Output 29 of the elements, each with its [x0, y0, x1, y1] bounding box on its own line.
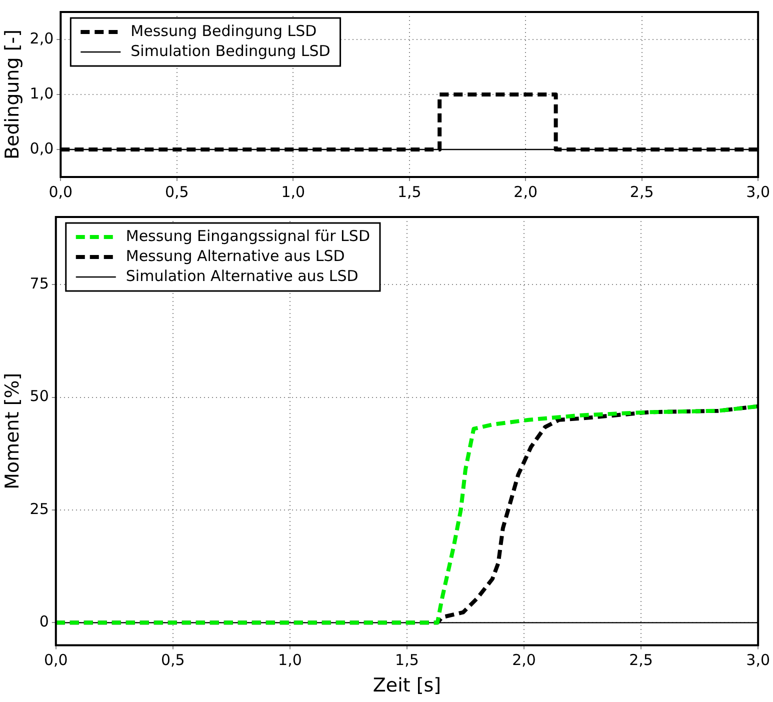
legend-label: Messung Bedingung LSD — [130, 22, 317, 40]
x-tick-label: 1,0 — [278, 651, 302, 670]
x-tick-label: 0,5 — [164, 182, 189, 201]
y-tick-label: 25 — [30, 500, 49, 518]
legend-label: Simulation Alternative aus LSD — [126, 266, 358, 285]
x-tick-label: 2,0 — [512, 651, 536, 670]
x-tick-label: 1,0 — [281, 182, 306, 201]
y-tick-label: 50 — [30, 387, 49, 406]
x-tick-label: 0,0 — [48, 182, 73, 201]
x-tick-label: 3,0 — [746, 651, 770, 670]
legend-label: Messung Eingangssignal für LSD — [126, 226, 370, 245]
x-tick-label: 1,5 — [395, 651, 419, 670]
y-axis-title: Moment [%] — [1, 372, 24, 490]
x-tick-label: 3,0 — [746, 182, 770, 201]
x-axis-title: Zeit [s] — [372, 674, 442, 697]
y-tick-label: 2,0 — [30, 29, 54, 48]
y-tick-label: 1,0 — [30, 84, 54, 102]
x-tick-label: 0,0 — [44, 651, 68, 670]
legend-label: Simulation Bedingung LSD — [130, 42, 330, 60]
legend-label: Messung Alternative aus LSD — [126, 246, 345, 265]
x-tick-label: 2,5 — [630, 182, 654, 201]
x-tick-label: 0,5 — [160, 651, 185, 670]
y-tick-label: 0,0 — [30, 139, 54, 158]
y-tick-label: 75 — [30, 274, 49, 292]
x-tick-label: 2,5 — [629, 651, 653, 670]
y-axis-title: Bedingung [-] — [1, 29, 24, 160]
y-tick-label: 0 — [39, 612, 49, 631]
x-tick-label: 1,5 — [397, 182, 422, 201]
x-tick-label: 2,0 — [514, 182, 538, 201]
